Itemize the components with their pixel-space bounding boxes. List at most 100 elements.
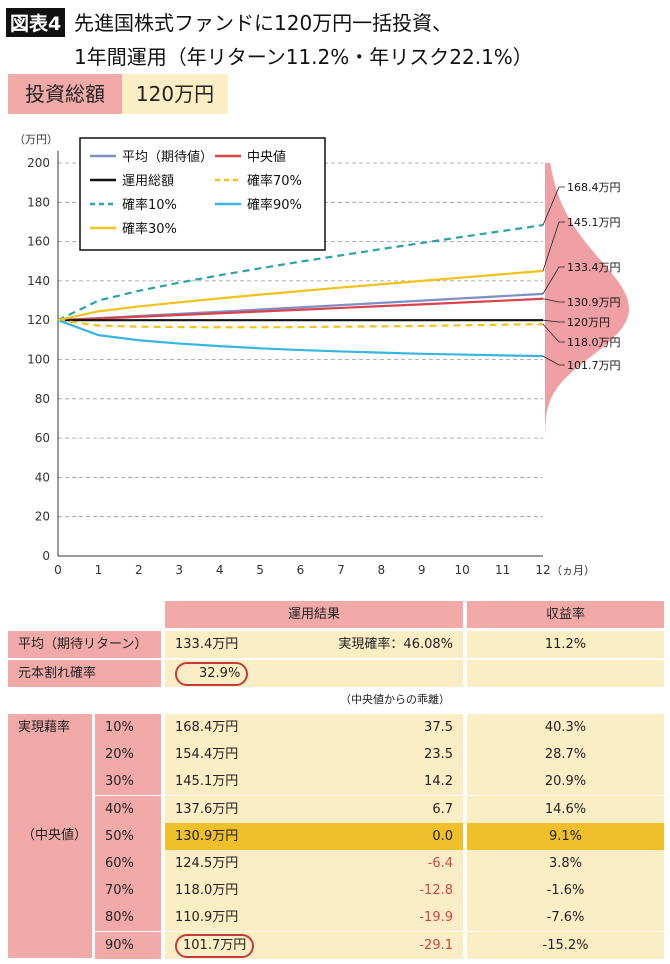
group-label-cell: 実現藉率 （中央値） (8, 714, 92, 958)
series-line (57, 297, 544, 322)
row-value: 124.5万円 (175, 856, 239, 871)
callout-line (542, 298, 565, 303)
x-tick-label: 4 (216, 563, 224, 577)
x-axis-label: （ヵ月） (551, 564, 595, 577)
title-line-2: 1年間運用（年リターン11.2%・年リスク22.1%） (74, 45, 533, 69)
figure-badge: 図表4 (6, 8, 66, 37)
row-probability: 10% (95, 714, 161, 741)
callout-line (542, 221, 565, 272)
header-rate: 収益率 (467, 601, 664, 628)
end-value-label: 120万円 (567, 316, 610, 329)
mean-result-cell: 133.4万円 実現確率：46.08% (165, 631, 463, 658)
x-tick-label: 9 (418, 563, 426, 577)
row-deviation: -29.1 (419, 937, 453, 953)
x-tick-label: 3 (175, 563, 183, 577)
table-row: 130.9万円 0.0 (165, 822, 463, 850)
y-tick-label: 80 (35, 392, 50, 406)
row-deviation: -6.4 (427, 856, 453, 871)
legend-label: 運用総額 (122, 174, 174, 189)
row-value: 154.4万円 (175, 747, 239, 763)
row-deviation: 0.0 (432, 828, 453, 844)
y-tick-label: 140 (27, 274, 50, 288)
legend-label: 中央値 (247, 149, 286, 165)
mean-label: 平均（期待リターン） (8, 631, 161, 658)
title-line-1: 先進国株式ファンドに120万円一括投資、 (74, 11, 453, 35)
y-tick-label: 40 (35, 470, 50, 484)
end-value-label: 101.7万円 (567, 359, 621, 372)
end-value-label: 118.0万円 (567, 336, 621, 349)
group-label: 実現藉率 (18, 720, 71, 735)
row-probability: 80% (95, 904, 161, 932)
row-deviation: -12.8 (419, 883, 453, 899)
y-tick-label: 100 (27, 353, 50, 367)
loss-label: 元本割れ確率 (8, 660, 161, 687)
y-tick-label: 0 (42, 549, 50, 563)
row-probability: 20% (95, 741, 161, 769)
table-row: 124.5万円 -6.4 (165, 850, 463, 877)
y-tick-label: 60 (35, 431, 50, 445)
legend-label: 確率30% (122, 221, 177, 237)
table-row: 118.0万円 -12.8 (165, 877, 463, 905)
distribution-curve (545, 163, 629, 466)
row-probability: 60% (95, 850, 161, 877)
row-value: 110.9万円 (175, 910, 239, 926)
x-tick-label: 2 (135, 563, 143, 577)
row-rate: 28.7% (467, 741, 664, 769)
end-value-label: 168.4万円 (567, 181, 621, 194)
row-probability: 70% (95, 877, 161, 905)
row-probability: 40% (95, 795, 161, 823)
x-tick-label: 5 (256, 563, 264, 577)
x-tick-label: 1 (95, 563, 103, 577)
row-probability: 50% (95, 822, 161, 850)
row-value: 137.6万円 (175, 801, 239, 817)
callout-line (542, 319, 565, 323)
row-rate: 14.6% (467, 795, 664, 823)
series-line (57, 269, 544, 322)
investment-label: 投資総額 (8, 74, 122, 114)
row-rate: 9.1% (467, 822, 664, 850)
x-tick-label: 12 (535, 563, 550, 577)
row-rate: 40.3% (467, 714, 664, 741)
row-deviation: -19.9 (419, 910, 453, 926)
table-row: 110.9万円 -19.9 (165, 904, 463, 932)
mean-probability: 実現確率：46.08% (338, 637, 453, 652)
x-tick-label: 7 (337, 563, 345, 577)
y-tick-label: 20 (35, 510, 50, 524)
investment-value: 120万円 (122, 74, 228, 114)
legend-label: 確率70% (247, 173, 302, 189)
end-value-label: 133.4万円 (567, 261, 621, 274)
y-tick-label: 120 (27, 313, 50, 327)
x-tick-label: 11 (495, 563, 510, 577)
y-axis-label: （万円） (14, 133, 58, 146)
loss-rate-empty (467, 660, 664, 687)
row-probability: 90% (95, 931, 161, 959)
page-title: 先進国株式ファンドに120万円一括投資、 1年間運用（年リターン11.2%・年リ… (74, 6, 533, 74)
row-value: 145.1万円 (175, 774, 239, 790)
series-line (57, 319, 544, 329)
row-deviation: 37.5 (424, 720, 453, 735)
row-probability: 30% (95, 768, 161, 796)
y-tick-label: 160 (27, 235, 50, 249)
x-tick-label: 0 (54, 563, 62, 577)
y-tick-label: 180 (27, 195, 50, 209)
header-result: 運用結果 (165, 601, 463, 628)
row-value: 130.9万円 (175, 828, 239, 844)
series-line (57, 224, 544, 322)
table-row: 168.4万円 37.5 (165, 714, 463, 741)
x-tick-label: 10 (455, 563, 470, 577)
legend-label: 平均（期待値） (122, 149, 213, 165)
loss-value: 32.9% (175, 662, 249, 686)
table-row: 154.4万円 23.5 (165, 741, 463, 769)
end-value-label: 130.9万円 (567, 296, 621, 309)
table-row: 137.6万円 6.7 (165, 795, 463, 823)
end-value-label: 145.1万円 (567, 216, 621, 229)
row-value: 118.0万円 (175, 883, 239, 899)
loss-cell: 32.9% (165, 660, 463, 687)
x-tick-label: 6 (297, 563, 305, 577)
mean-rate: 11.2% (467, 631, 664, 658)
deviation-note: （中央値からの乖離） (340, 693, 450, 706)
row-rate: -7.6% (467, 904, 664, 932)
row-value: 101.7万円 (175, 933, 255, 958)
